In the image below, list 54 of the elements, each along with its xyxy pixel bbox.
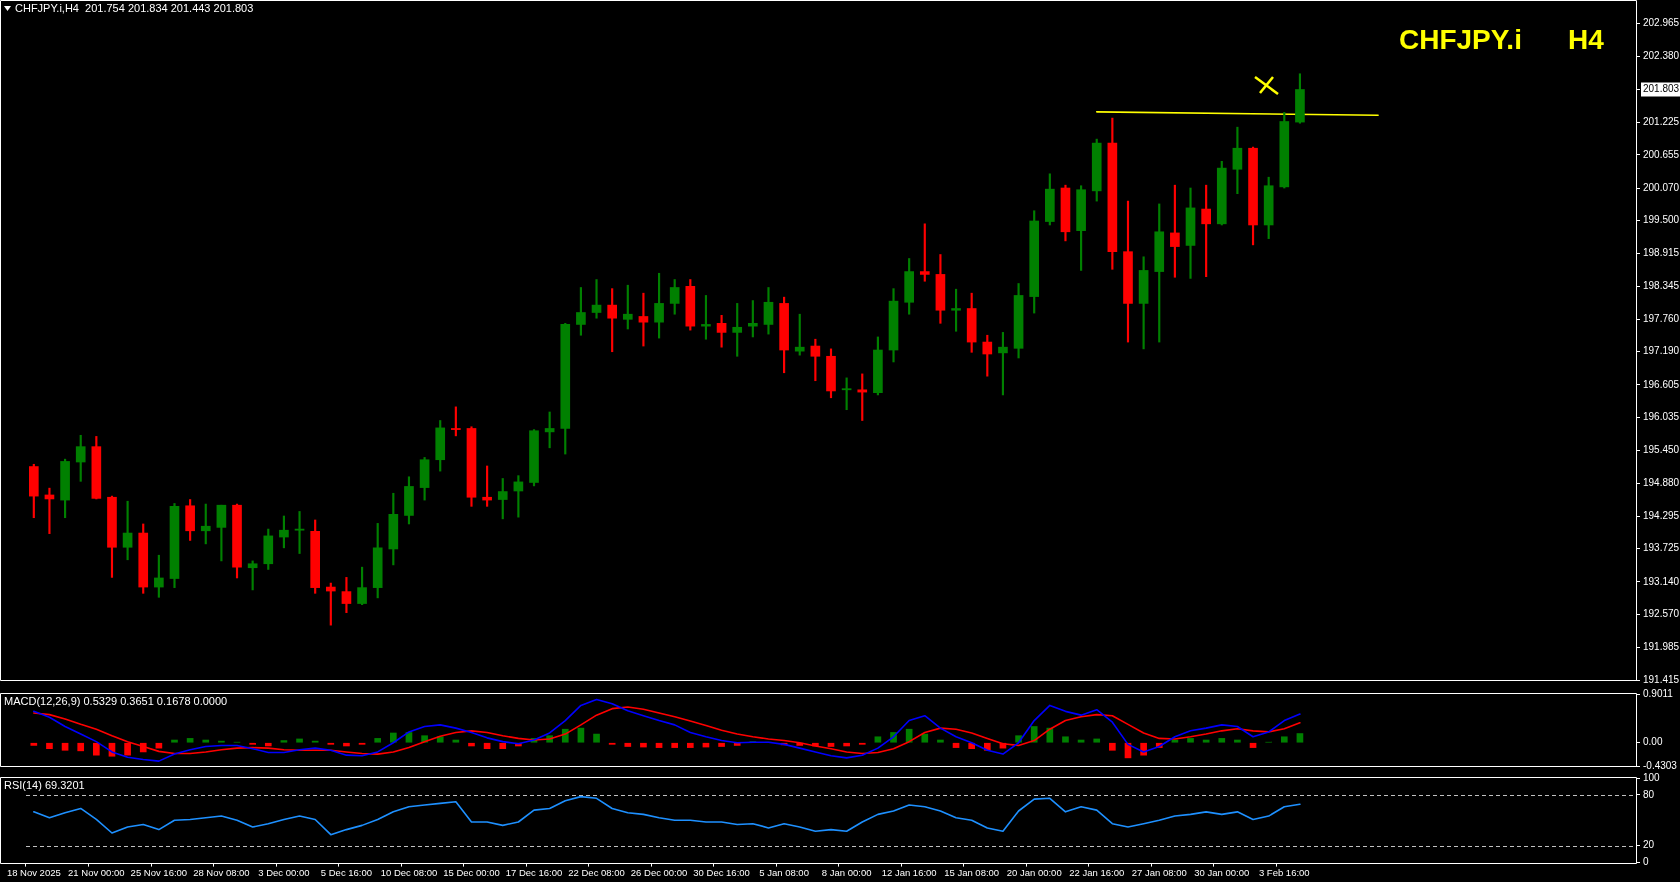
y-tick-label: 193.725: [1643, 542, 1680, 554]
x-tick-label: 20 Jan 00:00: [1006, 866, 1062, 878]
x-tick-label: 30 Dec 16:00: [693, 866, 750, 878]
y-tick-label: 191.415: [1643, 673, 1680, 685]
y-tick-label: 202.965: [1643, 17, 1680, 29]
x-tick-label: 26 Dec 00:00: [630, 866, 688, 878]
x-tick-label: 15 Dec 00:00: [443, 866, 500, 878]
x-tick-label: 25 Nov 16:00: [130, 866, 188, 878]
x-tick-label: 8 Jan 00:00: [821, 866, 872, 878]
chart-title: MACD(12,26,9) 0.5329 0.3651 0.1678 0.0000: [4, 695, 228, 708]
y-tick-label: 197.190: [1643, 345, 1680, 357]
x-tick-label: 3 Feb 16:00: [1258, 866, 1310, 878]
y-tick-label: 195.450: [1643, 444, 1680, 456]
y-tick-label: 201.803: [1643, 83, 1680, 95]
y-tick-label: 200.070: [1643, 181, 1680, 193]
y-tick-label: 80: [1643, 788, 1655, 800]
x-tick-label: 18 Nov 2025: [6, 866, 61, 878]
y-tick-label: 198.915: [1643, 247, 1680, 259]
x-tick-label: 21 Nov 00:00: [68, 866, 125, 878]
y-tick-label: 192.570: [1643, 608, 1680, 620]
x-tick-label: 17 Dec 16:00: [505, 866, 563, 878]
x-tick-label: 5 Jan 08:00: [759, 866, 809, 878]
x-tick-label: 10 Dec 08:00: [380, 866, 438, 878]
y-tick-label: 0.9011: [1643, 687, 1674, 699]
y-tick-label: 193.140: [1643, 575, 1680, 587]
y-tick-label: 0.00: [1643, 736, 1663, 748]
y-tick-label: 199.500: [1643, 214, 1680, 226]
x-tick-label: 28 Nov 08:00: [193, 866, 250, 878]
x-tick-label: 5 Dec 16:00: [320, 866, 373, 878]
x-tick-label: 22 Jan 16:00: [1069, 866, 1125, 878]
y-tick-label: 20: [1643, 839, 1655, 851]
y-tick-label: 200.655: [1643, 148, 1680, 160]
chart-title: RSI(14) 69.3201: [4, 779, 85, 792]
y-tick-label: 194.295: [1643, 510, 1680, 522]
y-tick-label: 194.880: [1643, 476, 1680, 488]
x-tick-label: 30 Jan 00:00: [1194, 866, 1250, 878]
annotation: H4: [1567, 24, 1604, 56]
y-tick-label: 196.035: [1643, 411, 1680, 423]
y-tick-label: 191.985: [1643, 641, 1680, 653]
chart-title: CHFJPY.i,H4 201.754 201.834 201.443 201.803: [15, 2, 254, 15]
y-tick-label: 197.760: [1643, 313, 1680, 325]
y-tick-label: 202.380: [1643, 50, 1680, 62]
y-tick-label: 196.605: [1643, 378, 1680, 390]
y-tick-label: 0: [1643, 856, 1649, 868]
annotation: CHFJPY.i: [1399, 24, 1522, 56]
y-tick-label: -0.4303: [1643, 759, 1678, 771]
y-tick-label: 198.345: [1643, 279, 1680, 291]
x-tick-label: 3 Dec 00:00: [258, 866, 310, 878]
x-tick-label: 27 Jan 08:00: [1131, 866, 1187, 878]
y-tick-label: 100: [1643, 771, 1661, 783]
y-tick-label: 201.225: [1643, 116, 1680, 128]
x-tick-label: 15 Jan 08:00: [944, 866, 1000, 878]
x-tick-label: 12 Jan 16:00: [881, 866, 937, 878]
x-tick-label: 22 Dec 08:00: [568, 866, 625, 878]
